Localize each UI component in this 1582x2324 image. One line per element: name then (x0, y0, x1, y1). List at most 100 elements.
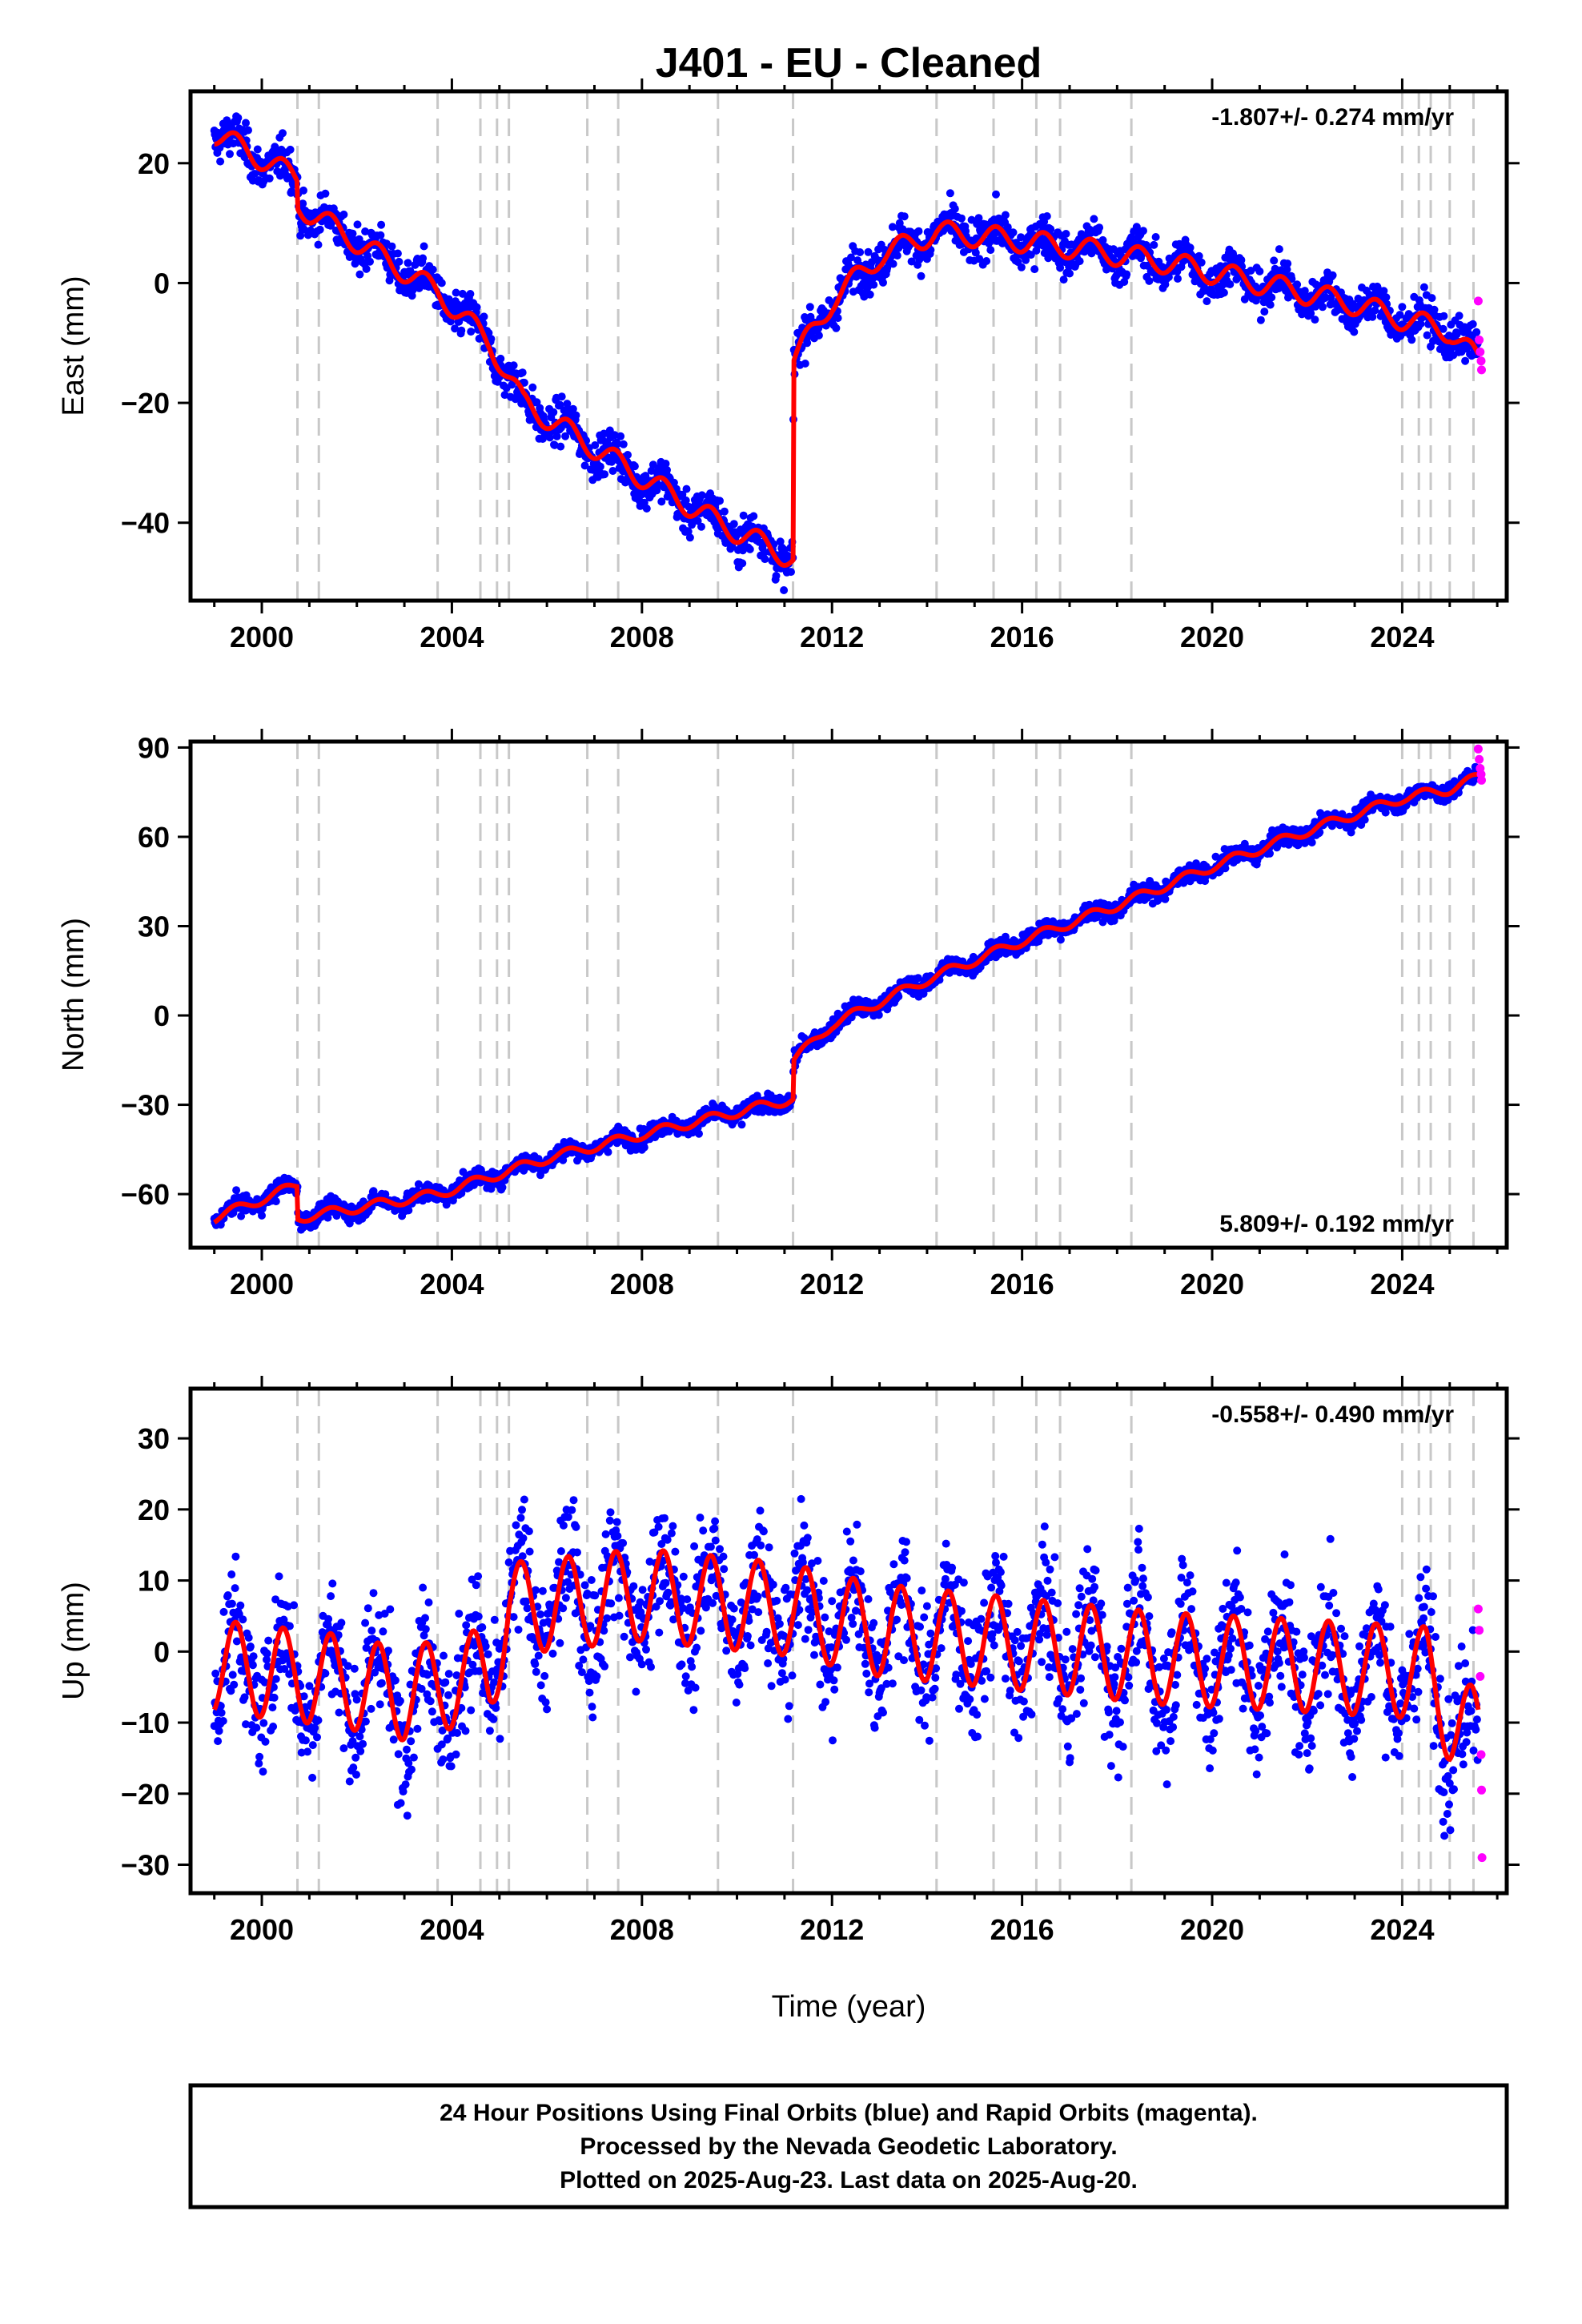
east-y-axis-label: East (mm) (57, 275, 90, 416)
up-point (408, 1765, 416, 1774)
east-point (608, 467, 617, 475)
east-ytick-label: 0 (154, 267, 170, 300)
east-point (1017, 263, 1026, 271)
east-point (1368, 312, 1377, 321)
east-point (986, 246, 995, 255)
east-point (616, 432, 625, 440)
up-point (478, 1623, 487, 1631)
up-point (248, 1661, 257, 1670)
east-point (889, 259, 897, 268)
east-point (1065, 263, 1074, 271)
east-point (1017, 233, 1026, 242)
north-point (874, 1011, 883, 1019)
east-point (467, 328, 476, 336)
east-point (682, 485, 691, 493)
east-point (355, 270, 364, 279)
up-point (407, 1737, 416, 1746)
east-point (684, 527, 693, 536)
up-point (328, 1579, 337, 1588)
up-point (263, 1649, 271, 1658)
east-point (1407, 336, 1416, 344)
east-point (1260, 308, 1269, 316)
east-point (693, 517, 702, 525)
up-point (301, 1736, 310, 1745)
up-point (359, 1739, 367, 1748)
east-point (697, 522, 705, 531)
up-point (324, 1614, 333, 1623)
east-point (509, 361, 518, 370)
up-point (396, 1799, 405, 1807)
east-point (738, 559, 747, 568)
up-point (489, 1715, 498, 1723)
east-rapid-point-1 (1475, 336, 1484, 344)
east-ytick-label: 20 (138, 147, 170, 180)
east-point (376, 231, 385, 239)
up-point (356, 1747, 365, 1755)
up-point (492, 1703, 500, 1712)
east-point (1090, 215, 1098, 223)
east-point (847, 253, 855, 262)
east-xtick-label-2024: 2024 (1370, 621, 1434, 653)
up-point (308, 1741, 317, 1750)
east-point (1186, 243, 1195, 252)
up-point (399, 1787, 408, 1796)
east-point (1237, 255, 1246, 264)
east-point (749, 512, 758, 521)
east-point (591, 441, 600, 449)
east-point (637, 490, 646, 499)
north-point (258, 1211, 266, 1220)
east-point (1430, 305, 1439, 314)
east-point (685, 533, 694, 542)
north-ytick-label: 30 (138, 910, 170, 943)
east-point (348, 229, 357, 238)
east-point (641, 472, 650, 480)
east-point (803, 339, 812, 348)
up-point (444, 1670, 453, 1679)
east-point (1150, 240, 1158, 249)
up-point (231, 1584, 239, 1593)
east-point (1311, 316, 1319, 324)
east-point (624, 451, 632, 459)
east-point (946, 189, 954, 198)
east-point (1283, 259, 1292, 268)
east-point (518, 368, 527, 377)
north-point (737, 1120, 746, 1129)
east-point (299, 225, 308, 234)
north-ytick-label: −30 (121, 1089, 170, 1122)
up-point (484, 1650, 492, 1659)
east-point (1283, 265, 1291, 274)
up-point (363, 1604, 372, 1613)
north-point (232, 1186, 241, 1195)
east-point (1098, 235, 1107, 244)
up-point (268, 1703, 277, 1712)
north-ytick-label: 60 (138, 821, 170, 854)
north-xtick-label-2012: 2012 (800, 1268, 864, 1301)
up-point (303, 1747, 312, 1756)
east-point (552, 432, 561, 440)
east-point (1439, 324, 1447, 333)
east-point (1307, 309, 1315, 318)
east-point (1472, 328, 1481, 336)
east-point (1066, 269, 1074, 278)
north-point (1360, 815, 1369, 824)
up-point (228, 1671, 237, 1679)
up-point (345, 1777, 354, 1786)
east-point (971, 248, 980, 257)
east-point (419, 254, 428, 263)
up-point (236, 1601, 245, 1610)
up-point (472, 1581, 480, 1590)
east-point (404, 259, 412, 267)
up-point (246, 1642, 255, 1651)
east-point (452, 288, 460, 297)
north-rapid-point-4 (1477, 775, 1486, 785)
up-point (401, 1780, 410, 1789)
east-point (366, 257, 374, 266)
east-point (549, 408, 558, 416)
east-point (321, 189, 330, 198)
up-point (394, 1750, 403, 1759)
east-point (864, 247, 873, 256)
east-point (265, 174, 274, 183)
east-point (833, 314, 842, 323)
east-point (805, 303, 814, 312)
north-xtick-label-2016: 2016 (990, 1268, 1054, 1301)
